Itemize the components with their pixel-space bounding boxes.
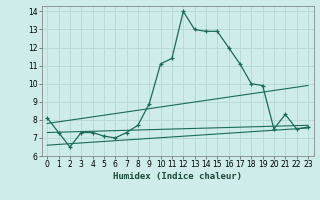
X-axis label: Humidex (Indice chaleur): Humidex (Indice chaleur) xyxy=(113,172,242,181)
